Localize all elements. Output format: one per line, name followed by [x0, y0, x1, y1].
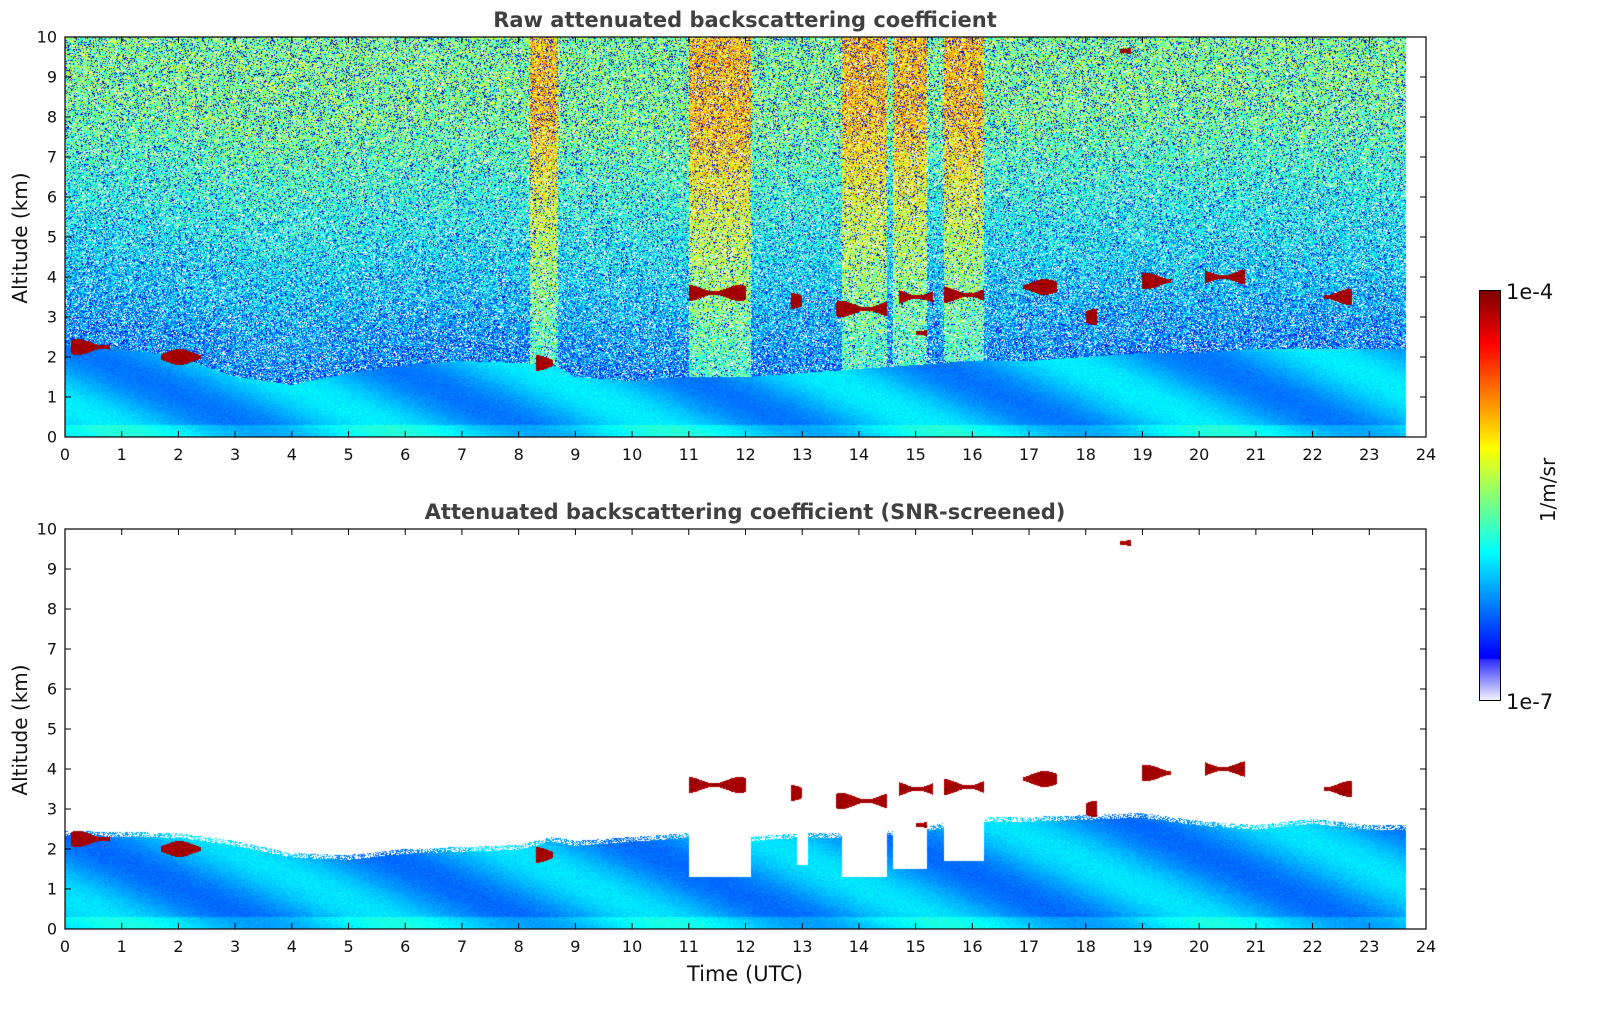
y-tick-label: 8: [46, 107, 57, 127]
x-tick-label: 15: [905, 445, 926, 464]
x-tick-label: 4: [286, 445, 297, 464]
colorbar-min-label: 1e-7: [1506, 690, 1554, 714]
y-tick-label: 0: [46, 919, 57, 939]
x-tick-label: 8: [513, 445, 524, 464]
plot-frame: [64, 528, 1427, 930]
x-tick-label: 12: [735, 445, 756, 464]
y-tick-label: 10: [36, 27, 57, 47]
x-tick-label: 22: [1302, 937, 1323, 956]
x-tick-label: 9: [570, 937, 581, 956]
x-tick-label: 11: [678, 445, 699, 464]
x-tick-label: 20: [1188, 445, 1210, 464]
x-tick-label: 0: [59, 937, 71, 956]
y-tick-label: 1: [46, 879, 57, 899]
colorbar-unit-label: 1/m/sr: [1536, 457, 1560, 523]
x-tick-label: 17: [1018, 445, 1040, 464]
x-tick-label: 3: [230, 937, 241, 956]
x-tick-label: 14: [848, 937, 870, 956]
x-tick-label: 7: [456, 937, 468, 956]
y-tick-label: 5: [46, 227, 57, 247]
bottom-panel-title: Attenuated backscattering coefficient (S…: [424, 500, 1066, 524]
x-tick-label: 19: [1132, 445, 1153, 464]
x-tick-label: 6: [400, 937, 411, 956]
x-tick-label: 17: [1018, 937, 1040, 956]
x-tick-label: 4: [286, 937, 297, 956]
bottom-panel-xlabel: Time (UTC): [686, 962, 804, 986]
x-tick-label: 1: [116, 445, 127, 464]
x-tick-label: 24: [1415, 445, 1437, 464]
y-tick-label: 0: [46, 427, 57, 447]
x-tick-label: 5: [343, 937, 354, 956]
x-tick-label: 12: [735, 937, 756, 956]
y-tick-label: 9: [46, 67, 57, 87]
x-tick-label: 2: [173, 937, 184, 956]
x-tick-label: 5: [343, 445, 354, 464]
y-tick-label: 7: [46, 147, 57, 167]
x-tick-label: 14: [848, 445, 870, 464]
y-tick-label: 4: [46, 267, 57, 287]
x-tick-label: 16: [962, 937, 983, 956]
x-tick-label: 20: [1188, 937, 1210, 956]
y-tick-label: 6: [46, 679, 57, 699]
bottom-panel-heatmap: [65, 529, 1426, 929]
x-tick-label: 6: [400, 445, 411, 464]
y-tick-label: 8: [46, 599, 57, 619]
x-tick-label: 13: [792, 937, 813, 956]
x-tick-label: 3: [230, 445, 241, 464]
y-tick-label: 6: [46, 187, 57, 207]
x-tick-label: 23: [1359, 445, 1380, 464]
y-tick-label: 4: [46, 759, 57, 779]
y-tick-label: 9: [46, 559, 57, 579]
y-tick-label: 1: [46, 387, 57, 407]
x-tick-label: 19: [1132, 937, 1153, 956]
y-tick-label: 3: [46, 307, 57, 327]
y-tick-label: 7: [46, 639, 57, 659]
x-tick-label: 16: [962, 445, 983, 464]
top-panel-title: Raw attenuated backscattering coefficien…: [493, 8, 997, 32]
x-tick-label: 21: [1245, 937, 1267, 956]
x-tick-label: 1: [116, 937, 127, 956]
y-tick-label: 3: [46, 799, 57, 819]
x-tick-label: 7: [456, 445, 468, 464]
y-tick-label: 10: [36, 519, 57, 539]
x-tick-label: 23: [1359, 937, 1380, 956]
colorbar: [1479, 290, 1501, 701]
x-tick-label: 10: [621, 937, 643, 956]
x-tick-label: 18: [1075, 445, 1096, 464]
y-tick-label: 5: [46, 719, 57, 739]
x-tick-label: 10: [621, 445, 643, 464]
y-tick-label: 2: [46, 347, 57, 367]
top-panel-heatmap: [65, 37, 1426, 437]
x-tick-label: 11: [678, 937, 699, 956]
x-tick-label: 15: [905, 937, 926, 956]
x-tick-label: 21: [1245, 445, 1267, 464]
x-tick-label: 0: [59, 445, 71, 464]
x-tick-label: 9: [570, 445, 581, 464]
x-tick-label: 2: [173, 445, 184, 464]
x-tick-label: 24: [1415, 937, 1437, 956]
x-tick-label: 22: [1302, 445, 1323, 464]
x-tick-label: 8: [513, 937, 524, 956]
x-tick-label: 18: [1075, 937, 1096, 956]
x-tick-label: 13: [792, 445, 813, 464]
colorbar-max-label: 1e-4: [1506, 280, 1554, 304]
y-tick-label: 2: [46, 839, 57, 859]
